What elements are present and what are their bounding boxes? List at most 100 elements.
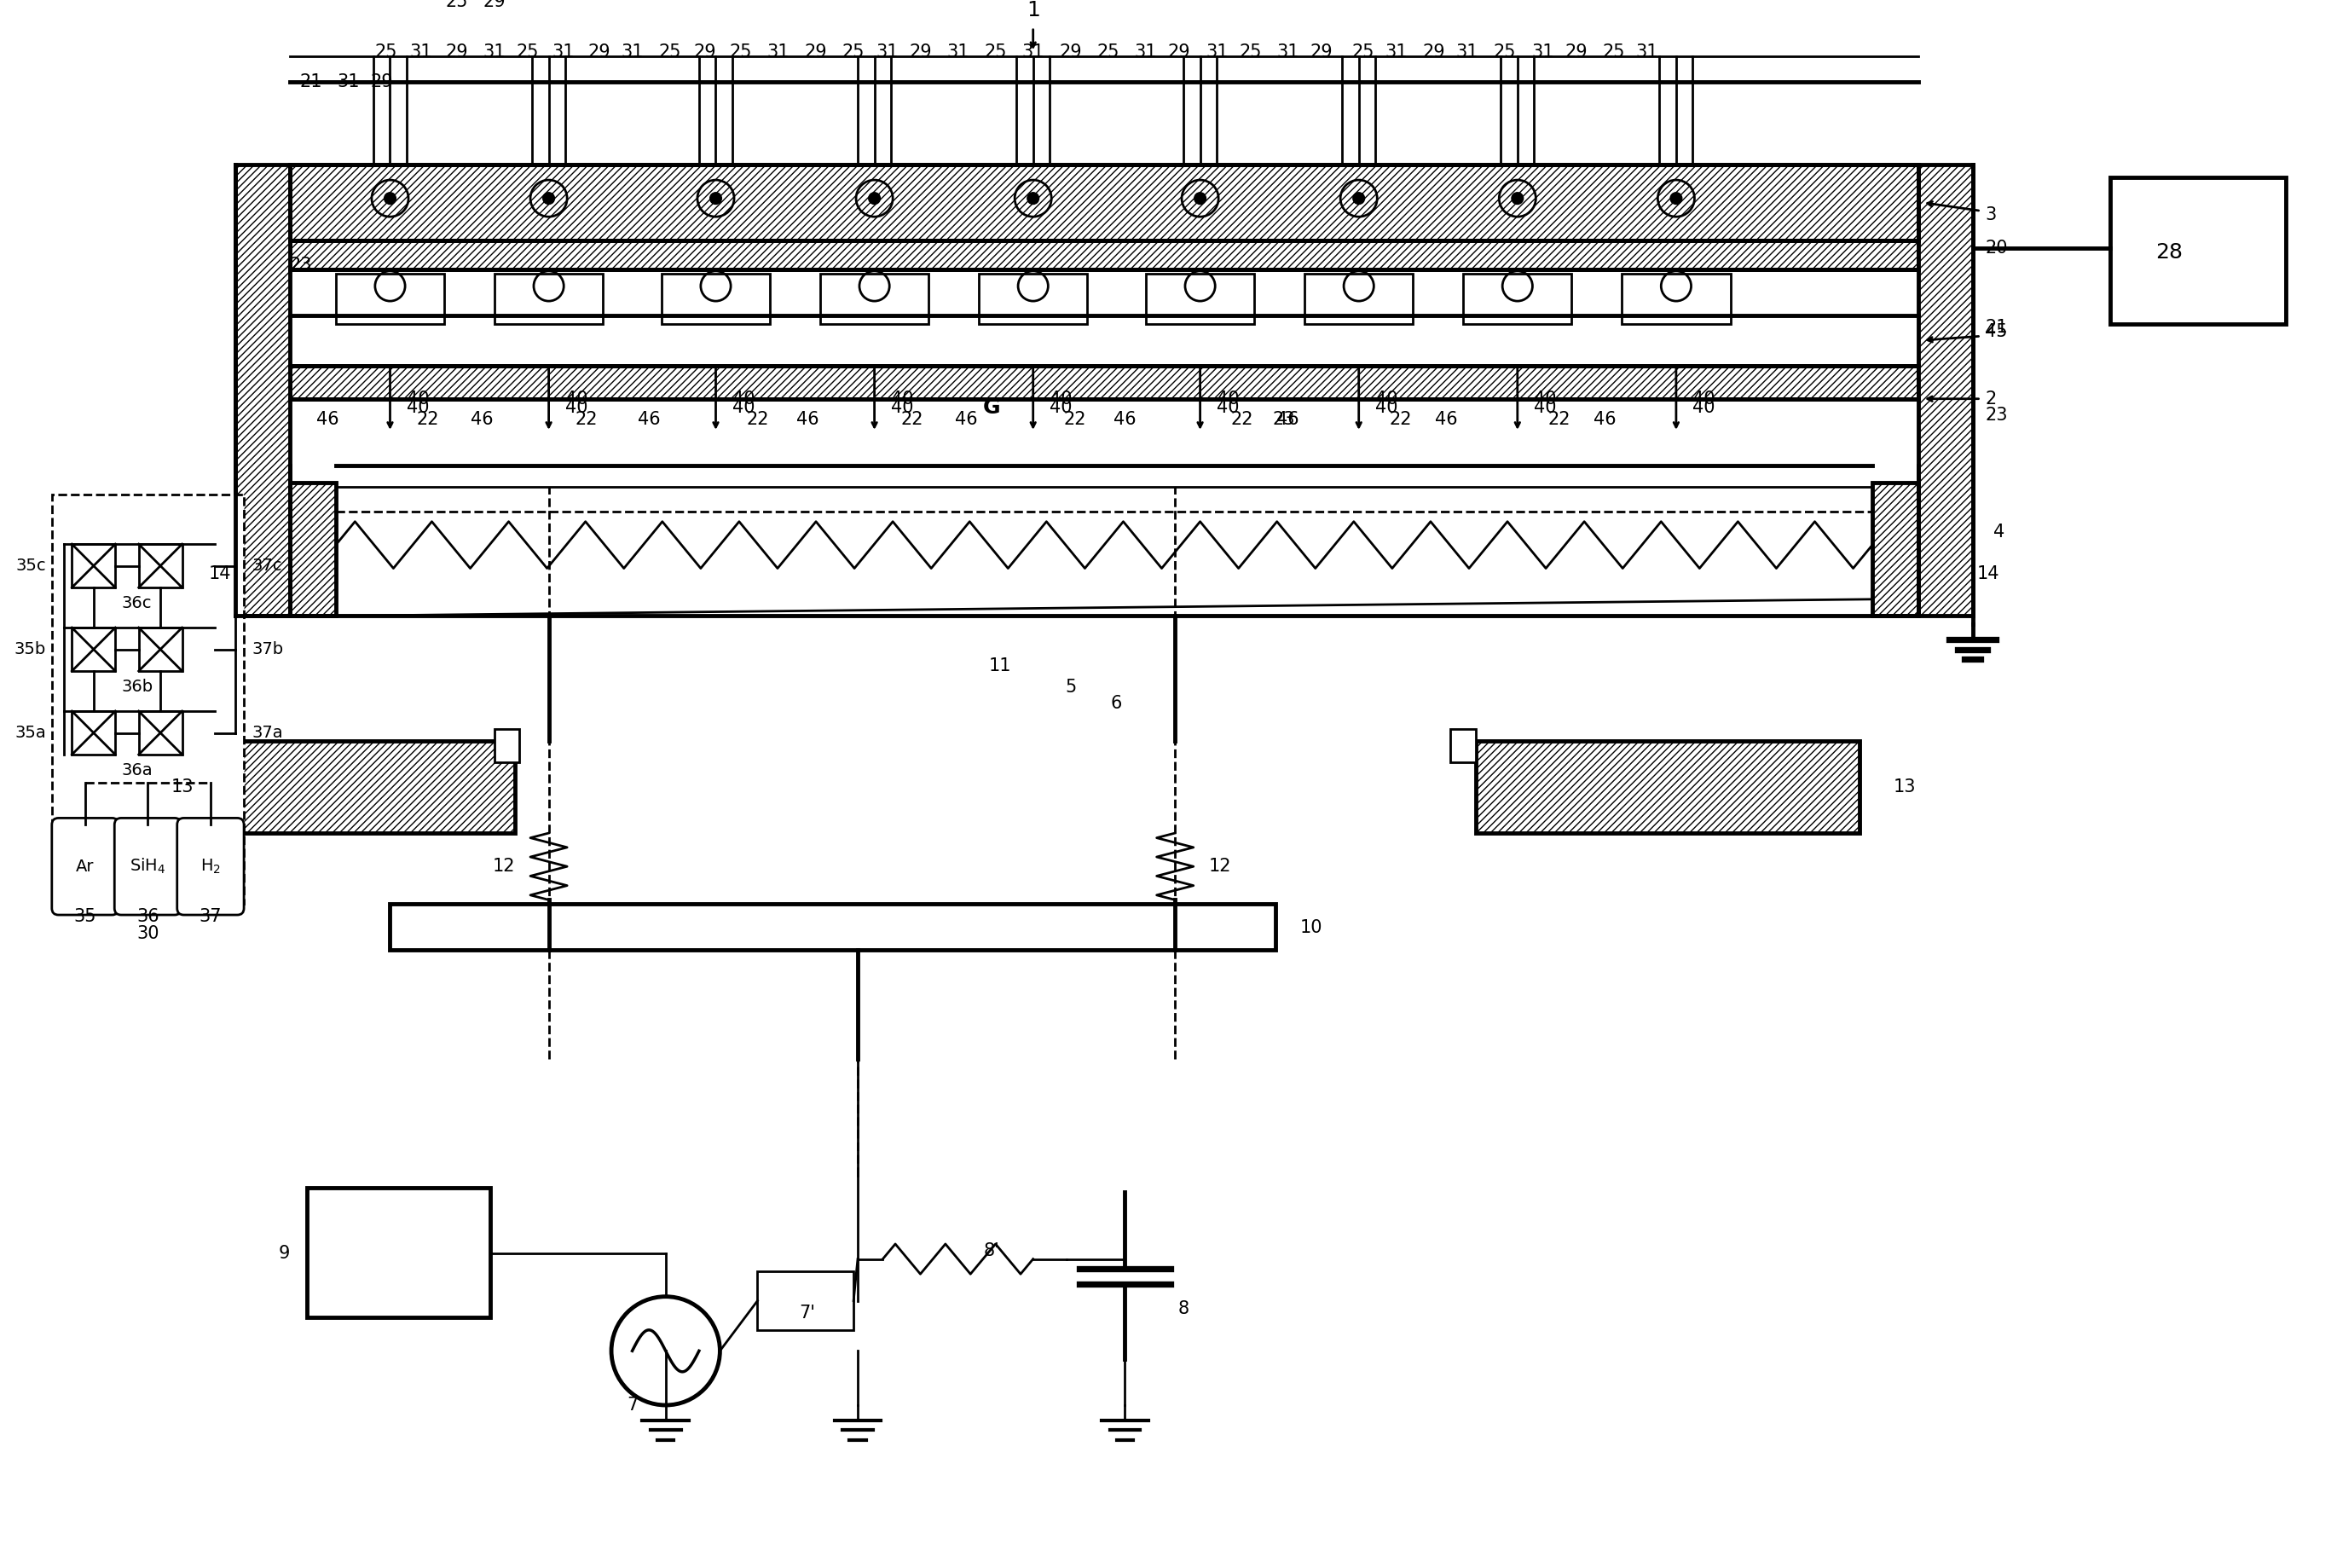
Text: Ar: Ar <box>77 858 96 875</box>
Text: 29: 29 <box>1310 44 1333 61</box>
Text: 7': 7' <box>800 1305 816 1322</box>
Bar <box>2110 177 2287 323</box>
Text: 46: 46 <box>317 411 338 428</box>
Bar <box>289 483 336 616</box>
Text: 40: 40 <box>1692 390 1716 408</box>
Text: 29: 29 <box>804 44 828 61</box>
Text: 40: 40 <box>1049 390 1072 408</box>
Bar <box>138 544 182 588</box>
Text: 35: 35 <box>75 908 96 925</box>
Bar <box>1622 273 1730 323</box>
Text: 2: 2 <box>1986 390 1995 408</box>
Text: 10: 10 <box>1301 919 1324 936</box>
Text: 46: 46 <box>1436 411 1457 428</box>
Text: 25: 25 <box>517 44 538 61</box>
Text: 40: 40 <box>408 390 429 408</box>
Text: 40: 40 <box>890 398 914 416</box>
Text: 46: 46 <box>1114 411 1135 428</box>
Text: 40: 40 <box>408 398 429 416</box>
Text: 36b: 36b <box>121 679 154 695</box>
Text: 31: 31 <box>1457 44 1478 61</box>
Bar <box>1450 729 1476 762</box>
Bar <box>72 544 114 588</box>
Text: 40: 40 <box>1534 390 1557 408</box>
Text: 8': 8' <box>984 1242 1000 1259</box>
Bar <box>72 712 114 754</box>
Bar <box>1476 742 1860 833</box>
Text: 28: 28 <box>2156 243 2182 263</box>
Text: 31: 31 <box>1636 44 1657 61</box>
Bar <box>821 273 928 323</box>
Text: 6: 6 <box>1112 695 1121 712</box>
Text: 21: 21 <box>298 72 322 89</box>
Text: G: G <box>984 397 1000 417</box>
Text: 35c: 35c <box>16 558 47 574</box>
Text: 46: 46 <box>471 411 494 428</box>
Text: 31: 31 <box>1277 44 1298 61</box>
Bar <box>1305 273 1413 323</box>
Text: 40: 40 <box>566 390 587 408</box>
Text: 22: 22 <box>1063 411 1086 428</box>
Text: 8: 8 <box>1177 1300 1189 1317</box>
Text: 31: 31 <box>1021 44 1044 61</box>
Text: 23: 23 <box>289 257 312 274</box>
Bar <box>389 905 1275 950</box>
Text: 25: 25 <box>841 44 865 61</box>
Text: 25: 25 <box>445 0 469 11</box>
Text: SiH$_4$: SiH$_4$ <box>131 858 166 877</box>
Circle shape <box>1671 193 1683 204</box>
Text: 36a: 36a <box>121 762 152 779</box>
Circle shape <box>869 193 881 204</box>
Text: 46: 46 <box>1594 411 1615 428</box>
Text: 37a: 37a <box>252 724 284 742</box>
Text: 46: 46 <box>956 411 977 428</box>
Circle shape <box>1352 193 1364 204</box>
Text: 36: 36 <box>138 908 159 925</box>
Text: 31: 31 <box>410 44 431 61</box>
FancyBboxPatch shape <box>114 818 182 914</box>
Text: 31: 31 <box>1531 44 1555 61</box>
Bar <box>494 273 604 323</box>
Text: 46: 46 <box>639 411 660 428</box>
Circle shape <box>385 193 396 204</box>
Text: 11: 11 <box>988 657 1012 674</box>
Text: 22: 22 <box>1548 411 1571 428</box>
Text: 46: 46 <box>1277 411 1298 428</box>
Text: 25: 25 <box>660 44 681 61</box>
Circle shape <box>543 193 555 204</box>
Text: 40: 40 <box>1534 398 1557 416</box>
Bar <box>1147 273 1254 323</box>
Text: 40: 40 <box>566 398 587 416</box>
Bar <box>1872 483 1918 616</box>
Text: 45: 45 <box>1986 323 2007 340</box>
Text: 20: 20 <box>1986 240 2007 257</box>
Text: H$_2$: H$_2$ <box>200 858 221 875</box>
FancyBboxPatch shape <box>177 818 245 914</box>
Text: 35b: 35b <box>14 641 47 657</box>
Bar <box>235 165 289 616</box>
Text: 3: 3 <box>1986 207 1995 224</box>
Text: 29: 29 <box>695 44 716 61</box>
Circle shape <box>1193 193 1205 204</box>
Bar <box>336 273 445 323</box>
Text: 25: 25 <box>1494 44 1515 61</box>
Text: 29: 29 <box>1058 44 1082 61</box>
Bar <box>289 365 1918 398</box>
Text: 31: 31 <box>552 44 573 61</box>
Circle shape <box>1510 193 1522 204</box>
Text: 31: 31 <box>1205 44 1228 61</box>
Circle shape <box>1028 193 1040 204</box>
Text: 31: 31 <box>767 44 790 61</box>
Text: 22: 22 <box>417 411 438 428</box>
Bar <box>289 165 1918 240</box>
Text: 4: 4 <box>1993 524 2005 541</box>
Text: 9: 9 <box>277 1245 289 1262</box>
FancyBboxPatch shape <box>51 818 119 914</box>
Text: 29: 29 <box>483 0 506 11</box>
Text: 25: 25 <box>1098 44 1119 61</box>
Text: 40: 40 <box>1217 390 1240 408</box>
Text: 22: 22 <box>576 411 597 428</box>
Text: 13: 13 <box>170 779 193 795</box>
Text: 31: 31 <box>946 44 970 61</box>
Text: 37: 37 <box>198 908 221 925</box>
